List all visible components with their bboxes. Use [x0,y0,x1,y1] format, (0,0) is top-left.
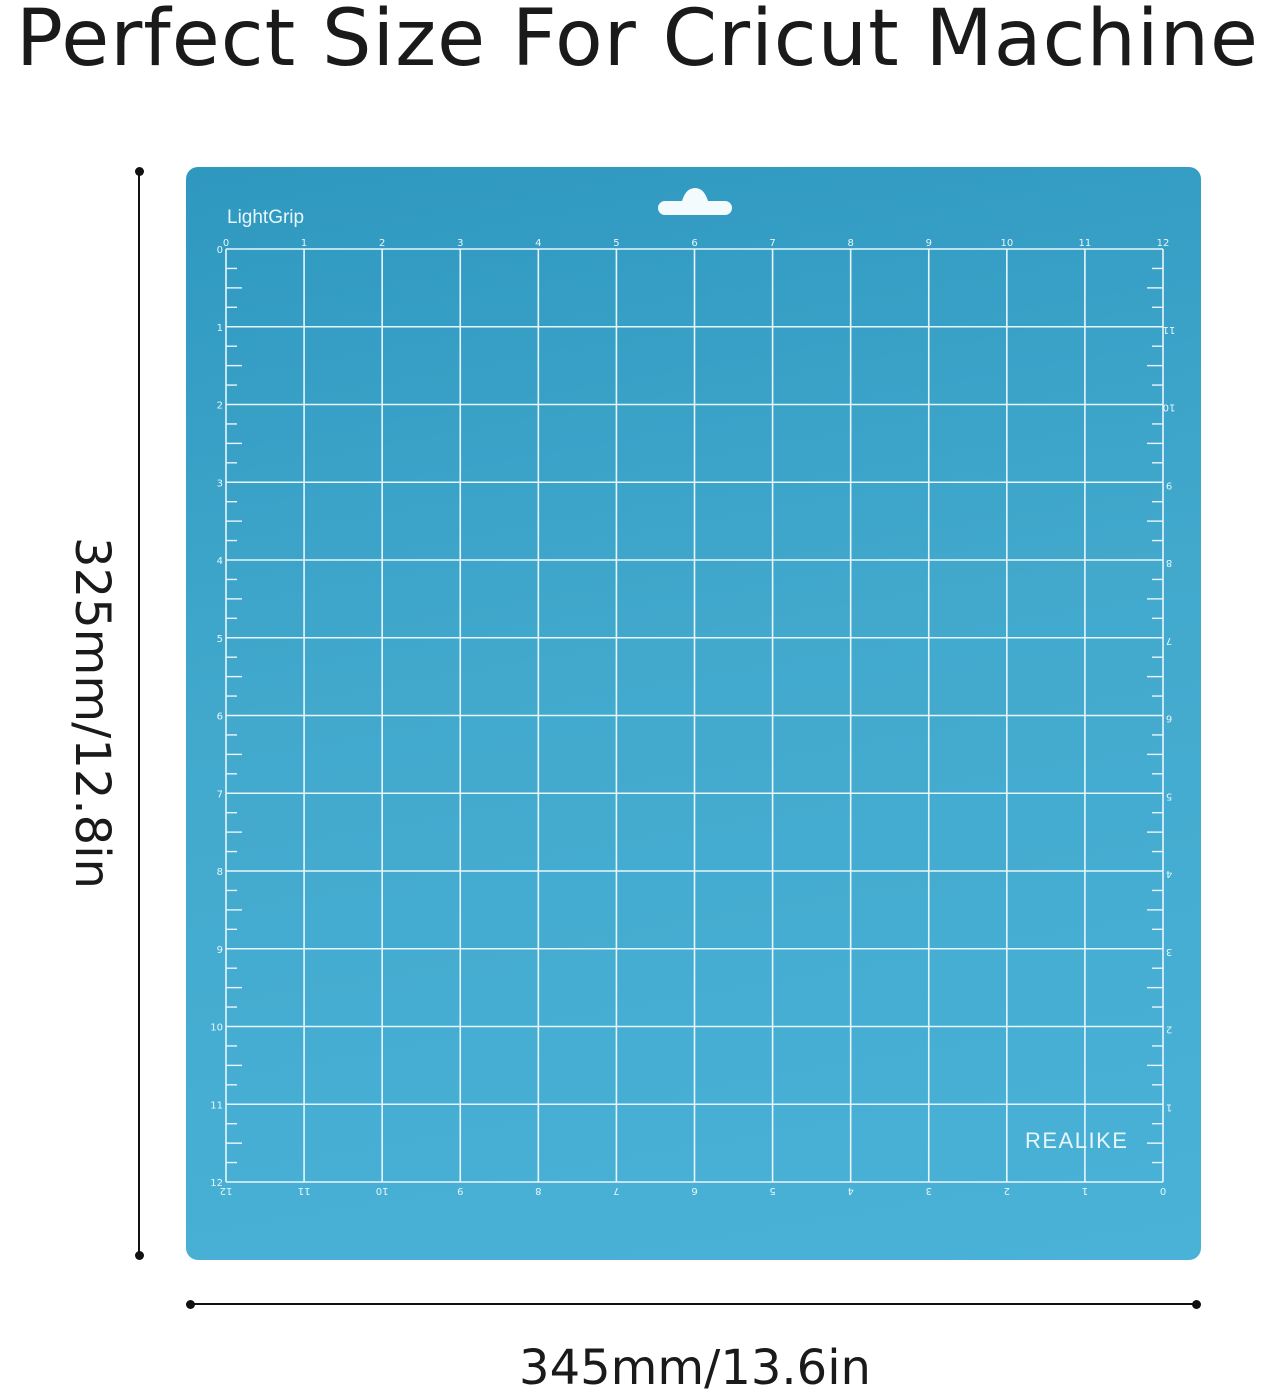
ruler-label-bottom: 9 [457,1185,463,1196]
ruler-label-left: 9 [217,945,223,956]
ruler-label-right: 7 [1166,635,1172,646]
cutting-mat: LightGrip 0 0 12 1 1 11 11 2 2 10 10 3 3 9 9 4 4 8 8 5 5 7 7 6 6… [186,167,1201,1260]
height-label: 325mm/12.8in [64,537,120,889]
ruler-label-bottom: 4 [847,1185,853,1196]
ruler-label-top: 7 [769,238,775,249]
dimension-endpoint [186,1299,195,1309]
ruler-label-left: 8 [217,867,223,878]
dimension-endpoint [1192,1299,1201,1309]
ruler-label-top: 1 [301,238,307,249]
ruler-label-left: 5 [217,634,223,645]
ruler-label-left: 4 [217,556,223,567]
brand-label-realike: REALIKE [1025,1128,1129,1153]
ruler-label-top: 9 [926,238,932,249]
ruler-label-left: 7 [217,789,223,800]
ruler-label-right: 10 [1163,402,1176,413]
ruler-label-bottom: 0 [1160,1185,1166,1196]
ruler-label-left: 0 [217,245,223,256]
ruler-label-bottom: 3 [926,1185,932,1196]
page-title: Perfect Size For Cricut Machine [15,0,1259,84]
ruler-label-right: 3 [1166,946,1172,957]
ruler-label-bottom: 12 [220,1185,233,1196]
ruler-label-bottom: 5 [769,1185,775,1196]
height-dimension-line [138,171,140,1256]
width-dimension-line [190,1303,1197,1305]
width-label: 345mm/13.6in [519,1340,871,1396]
ruler-label-bottom: 7 [613,1185,619,1196]
ruler-label-top: 4 [535,238,541,249]
dimension-endpoint [134,167,144,176]
ruler-label-right: 8 [1166,557,1172,568]
ruler-label-top: 8 [847,238,853,249]
ruler-label-top: 11 [1079,238,1092,249]
ruler-label-top: 12 [1157,238,1170,249]
ruler-label-left: 11 [210,1100,223,1111]
ruler-label-bottom: 11 [298,1185,311,1196]
brand-label-lightgrip: LightGrip [227,207,305,228]
ruler-label-right: 9 [1166,479,1172,490]
ruler-label-right: 4 [1166,868,1172,879]
ruler-label-right: 1 [1166,1101,1172,1112]
ruler-label-right: 11 [1163,324,1176,335]
ruler-label-top: 2 [379,238,385,249]
ruler-label-left: 1 [217,323,223,334]
ruler-label-left: 12 [210,1178,223,1189]
ruler-label-right: 5 [1166,790,1172,801]
ruler-label-bottom: 10 [376,1185,389,1196]
ruler-label-top: 0 [223,238,229,249]
ruler-label-top: 6 [691,238,697,249]
ruler-label-bottom: 2 [1004,1185,1010,1196]
ruler-label-top: 10 [1000,238,1013,249]
ruler-label-right: 2 [1166,1024,1172,1035]
ruler-label-bottom: 8 [535,1185,541,1196]
ruler-label-bottom: 1 [1082,1185,1088,1196]
ruler-label-left: 3 [217,478,223,489]
ruler-label-left: 10 [210,1023,223,1034]
ruler-label-bottom: 6 [691,1185,697,1196]
ruler-label-top: 3 [457,238,463,249]
ruler-label-top: 5 [613,238,619,249]
ruler-label-left: 6 [217,712,223,723]
hanging-hole [658,188,732,215]
measurement-grid: 0012111111221010339944885577666677558844… [210,238,1176,1196]
ruler-label-right: 6 [1166,713,1172,724]
dimension-endpoint [134,1251,144,1260]
ruler-label-left: 2 [217,401,223,412]
